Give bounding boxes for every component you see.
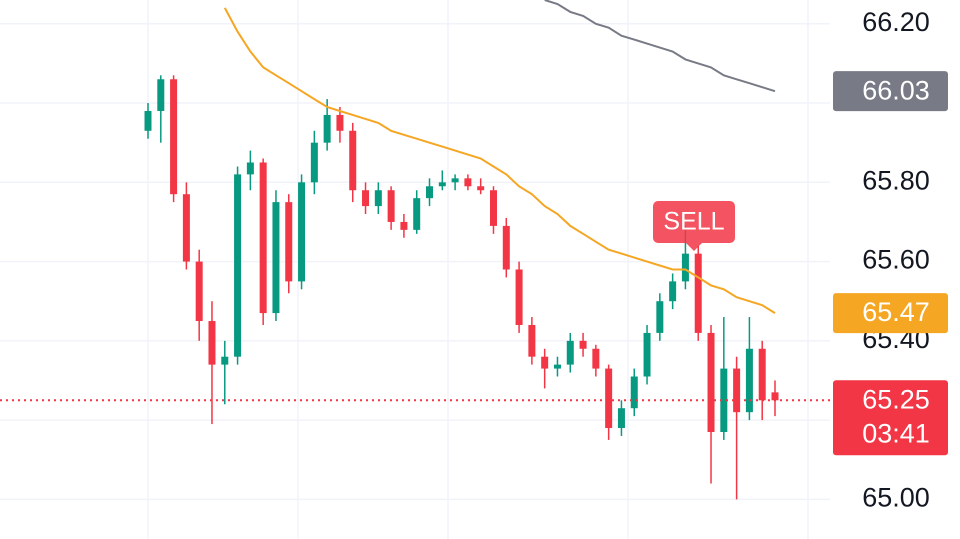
candle-body bbox=[694, 253, 702, 333]
candle-body bbox=[579, 340, 587, 349]
last-price-badge bbox=[833, 380, 948, 456]
candle-body bbox=[387, 190, 395, 222]
candle-body bbox=[374, 190, 382, 207]
y-tick-label: 65.80 bbox=[862, 165, 930, 195]
candle-body bbox=[438, 182, 446, 187]
price-badge-label: 66.03 bbox=[862, 75, 930, 105]
y-tick-label: 65.00 bbox=[862, 482, 930, 512]
candle-body bbox=[758, 348, 766, 401]
candle-body bbox=[170, 79, 178, 195]
candle-body bbox=[451, 178, 459, 183]
candle-body bbox=[272, 202, 280, 314]
time-grid bbox=[147, 0, 809, 539]
moving-average bbox=[223, 7, 776, 314]
candle-body bbox=[298, 182, 306, 282]
candle-body bbox=[733, 368, 741, 413]
sell-label: SELL bbox=[663, 208, 724, 236]
candle-body bbox=[771, 392, 779, 401]
candle-body bbox=[745, 348, 753, 413]
sell-annotation: SELL bbox=[653, 201, 735, 251]
candle-body bbox=[515, 269, 523, 325]
candle-body bbox=[566, 340, 574, 365]
sell-box bbox=[653, 201, 735, 243]
candle-body bbox=[310, 142, 318, 183]
candle-body bbox=[541, 356, 549, 369]
candle-body bbox=[336, 114, 344, 131]
candle-body bbox=[234, 174, 242, 357]
candle-body bbox=[221, 356, 229, 365]
candle-body bbox=[656, 301, 664, 333]
y-tick-label: 65.60 bbox=[862, 245, 930, 275]
candle-body bbox=[208, 321, 216, 365]
candle-body bbox=[643, 332, 651, 377]
candle-body bbox=[362, 190, 370, 207]
candle-body bbox=[502, 225, 510, 270]
candle-body bbox=[477, 186, 485, 191]
candle-body bbox=[592, 348, 600, 369]
candle-body bbox=[349, 130, 357, 191]
candle-body bbox=[707, 332, 715, 432]
candle-body bbox=[681, 253, 689, 282]
candle-body bbox=[720, 368, 728, 432]
last-price-label: 65.25 bbox=[862, 384, 930, 414]
candle-body bbox=[246, 162, 254, 175]
price-badge bbox=[833, 293, 948, 334]
candle-body bbox=[528, 324, 536, 357]
countdown: 03:41 bbox=[862, 418, 930, 448]
candle-body bbox=[144, 110, 152, 131]
candle-body bbox=[605, 368, 613, 429]
candle-body bbox=[464, 178, 472, 187]
candle-body bbox=[259, 162, 267, 314]
price-badge-label: 65.47 bbox=[862, 297, 930, 327]
candle-body bbox=[489, 190, 497, 226]
candle-body bbox=[617, 408, 625, 429]
y-tick-label: 66.20 bbox=[862, 7, 930, 37]
moving-average bbox=[544, 0, 776, 93]
candle-body bbox=[285, 202, 293, 282]
price-badge bbox=[833, 71, 948, 112]
sell-pointer bbox=[686, 243, 702, 251]
candle-body bbox=[400, 221, 408, 230]
candle-body bbox=[195, 261, 203, 322]
candle-body bbox=[426, 186, 434, 199]
candle-body bbox=[413, 198, 421, 230]
candle-body bbox=[157, 79, 165, 111]
candle-body bbox=[553, 364, 561, 369]
candle-body bbox=[630, 376, 638, 409]
candle-body bbox=[323, 114, 331, 143]
candle-body bbox=[669, 281, 677, 302]
candle-body bbox=[182, 194, 190, 262]
